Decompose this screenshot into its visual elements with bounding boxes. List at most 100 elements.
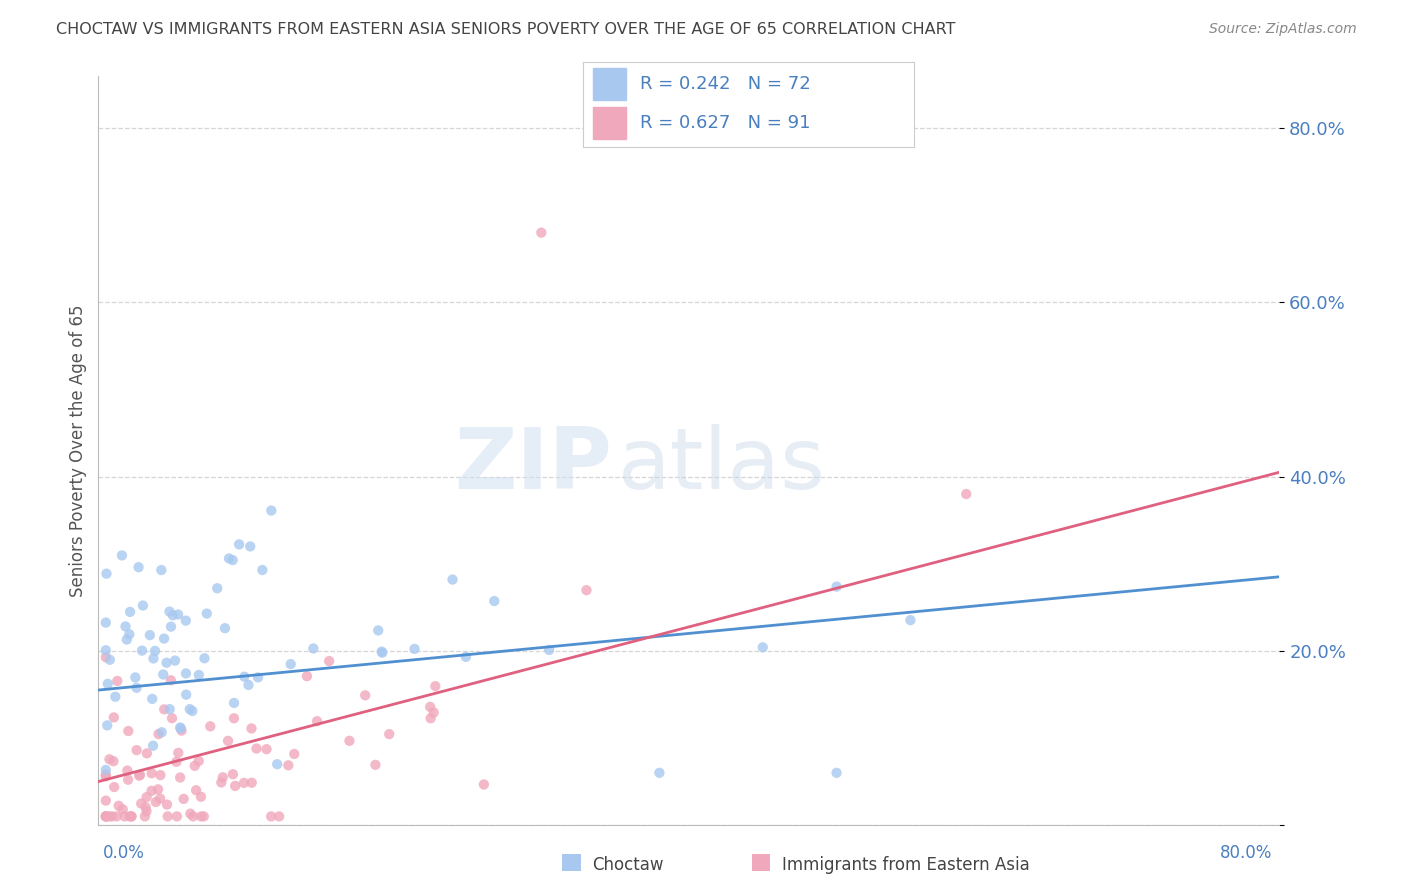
Point <box>118 809 141 823</box>
Point <box>129 768 152 782</box>
Point <box>98 653 121 667</box>
Point <box>115 632 138 647</box>
Text: Immigrants from Eastern Asia: Immigrants from Eastern Asia <box>782 856 1029 874</box>
Point <box>94 643 117 657</box>
Point <box>141 784 163 798</box>
Point <box>190 789 212 804</box>
Point <box>125 681 148 695</box>
Point <box>207 581 229 595</box>
Point <box>900 613 922 627</box>
Point <box>94 650 117 665</box>
Point <box>128 560 150 574</box>
Point <box>159 673 181 688</box>
Point <box>209 775 232 789</box>
Point <box>94 809 117 823</box>
Text: CHOCTAW VS IMMIGRANTS FROM EASTERN ASIA SENIORS POVERTY OVER THE AGE OF 65 CORRE: CHOCTAW VS IMMIGRANTS FROM EASTERN ASIA … <box>56 22 956 37</box>
Point <box>111 802 134 816</box>
Point <box>454 649 477 664</box>
Point <box>302 641 325 656</box>
Point <box>260 503 283 517</box>
Point <box>174 614 197 628</box>
Point <box>218 551 240 566</box>
Point <box>425 679 447 693</box>
Point <box>318 654 340 668</box>
Point <box>131 643 153 657</box>
Point <box>240 722 263 736</box>
Point <box>132 599 155 613</box>
Point <box>441 573 464 587</box>
Point <box>117 724 139 739</box>
Point <box>295 669 318 683</box>
Text: Choctaw: Choctaw <box>592 856 664 874</box>
Point <box>105 809 128 823</box>
Point <box>94 615 117 630</box>
Point <box>103 780 125 794</box>
Bar <box>593 68 627 100</box>
Point <box>239 540 262 554</box>
Point <box>153 632 176 646</box>
Point <box>135 790 157 805</box>
Point <box>142 651 165 665</box>
Point <box>187 668 209 682</box>
Point <box>98 752 121 766</box>
Point <box>156 809 179 823</box>
Point <box>247 670 270 684</box>
Point <box>124 670 146 684</box>
Point <box>222 696 245 710</box>
Text: 0.0%: 0.0% <box>103 844 145 862</box>
Point <box>339 734 361 748</box>
Point <box>160 711 183 725</box>
Point <box>159 702 181 716</box>
Point <box>233 670 256 684</box>
Point <box>252 563 274 577</box>
Point <box>179 702 201 716</box>
Point <box>159 605 181 619</box>
Point <box>193 651 215 665</box>
Point <box>94 809 117 823</box>
Point <box>648 765 671 780</box>
Point <box>170 723 193 738</box>
Point <box>152 667 174 681</box>
Point <box>222 711 245 725</box>
Point <box>117 764 139 778</box>
Point <box>135 805 157 819</box>
Bar <box>593 106 627 139</box>
Point <box>134 809 156 823</box>
Point <box>141 691 163 706</box>
Point <box>125 743 148 757</box>
Point <box>128 769 150 783</box>
Point <box>145 795 167 809</box>
Point <box>238 678 260 692</box>
Point <box>98 809 121 823</box>
Point <box>378 727 401 741</box>
Point <box>245 741 267 756</box>
Point <box>277 758 299 772</box>
Point <box>143 644 166 658</box>
Point <box>111 549 134 563</box>
Point <box>146 782 169 797</box>
Point <box>181 704 204 718</box>
Point <box>97 677 120 691</box>
Point <box>104 690 127 704</box>
Point <box>825 765 848 780</box>
Point <box>211 770 233 784</box>
Point <box>94 763 117 777</box>
Point <box>195 607 218 621</box>
Point <box>193 809 215 823</box>
Point <box>121 809 143 823</box>
Point <box>184 783 207 797</box>
Point <box>538 643 561 657</box>
Text: R = 0.242   N = 72: R = 0.242 N = 72 <box>640 76 810 94</box>
Point <box>217 734 239 748</box>
Point <box>129 797 152 811</box>
Point <box>107 798 129 813</box>
Point <box>169 722 191 736</box>
Point <box>404 641 426 656</box>
Point <box>224 779 246 793</box>
Point <box>228 537 250 551</box>
Point <box>280 657 302 672</box>
Point <box>419 699 441 714</box>
Point <box>150 725 173 739</box>
Point <box>422 706 444 720</box>
Point <box>165 755 187 769</box>
